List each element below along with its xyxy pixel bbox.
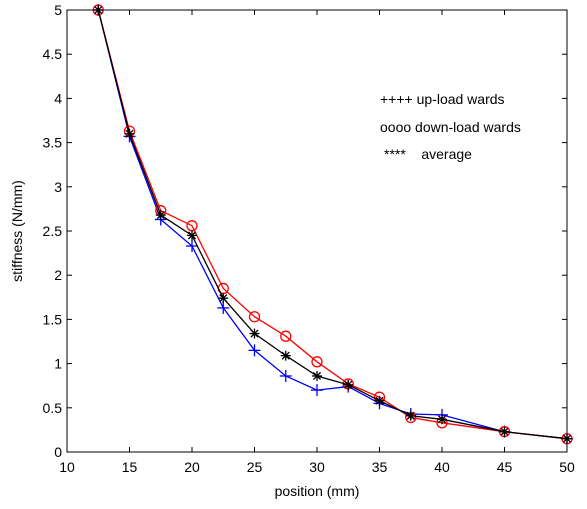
data-point: [124, 128, 135, 139]
x-tick-label: 50: [559, 459, 575, 475]
data-point: [312, 370, 322, 381]
x-axis-title: position (mm): [275, 483, 360, 499]
data-point: [93, 5, 104, 15]
x-tick-label: 30: [309, 459, 325, 475]
legend: ++++ up-load wards oooo down-load wards …: [380, 91, 521, 162]
x-tick-label: 35: [372, 459, 388, 475]
data-point: [437, 414, 447, 425]
data-point: [562, 433, 572, 444]
legend-entry-down-load: oooo down-load wards: [380, 119, 521, 135]
legend-entry-up-load: ++++ up-load wards: [380, 91, 505, 107]
y-tick-label: 2.5: [43, 223, 63, 239]
series-layer: [92, 4, 573, 445]
data-point: [248, 311, 261, 323]
data-point: [311, 384, 323, 397]
data-point: [405, 410, 416, 421]
data-point: [499, 426, 510, 437]
y-tick-label: 3: [54, 179, 62, 195]
y-tick-label: 4: [54, 90, 62, 106]
data-point: [155, 210, 166, 221]
x-tick-label: 20: [184, 459, 200, 475]
y-tick-label: 2: [54, 267, 62, 283]
series-average: [93, 5, 572, 444]
series-line: [97, 9, 568, 440]
data-point: [280, 350, 291, 361]
y-axis-title: stiffness (N/mm): [9, 180, 25, 282]
legend-entry-average: **** average: [384, 146, 472, 162]
data-point: [186, 240, 198, 253]
data-point: [311, 356, 323, 368]
data-point: [280, 330, 292, 342]
x-tick-label: 40: [434, 459, 450, 475]
data-point: [343, 379, 354, 390]
data-point: [248, 344, 261, 357]
data-point: [217, 301, 230, 314]
x-tick-label: 45: [497, 459, 513, 475]
y-tick-label: 3.5: [43, 135, 63, 151]
y-tick-label: 1.5: [43, 311, 63, 327]
data-point: [279, 369, 292, 382]
y-tick-label: 5: [54, 2, 62, 18]
y-tick-label: 0.5: [43, 400, 63, 416]
y-tick-label: 4.5: [43, 46, 63, 62]
data-point: [187, 230, 197, 241]
x-tick-label: 25: [247, 459, 263, 475]
data-point: [374, 395, 385, 406]
y-tick-label: 1: [54, 356, 62, 372]
data-point: [249, 328, 260, 339]
axis-ticks: 10 15 20 25 30 35 40 45 50 0 0.5 1 1.5 2 2.5 3 3.5 4 4.5 5: [43, 2, 575, 475]
y-tick-label: 0: [54, 444, 62, 460]
data-point: [218, 293, 229, 304]
x-tick-label: 10: [59, 459, 75, 475]
x-tick-label: 15: [122, 459, 138, 475]
